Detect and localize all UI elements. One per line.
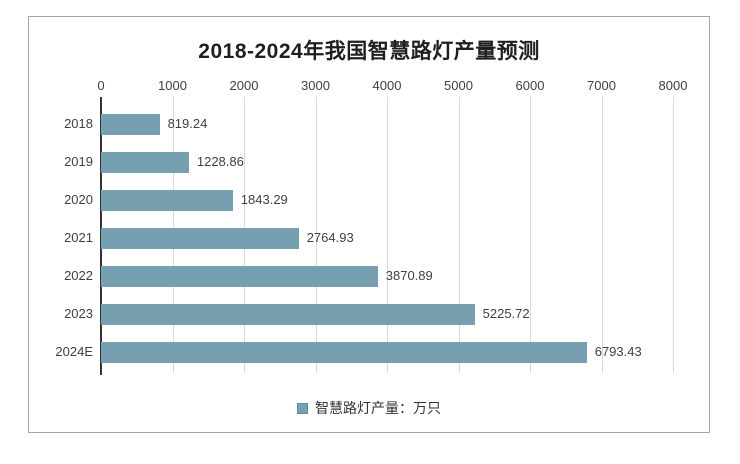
y-axis-category-label: 2023 (64, 306, 93, 321)
y-axis-category-label: 2022 (64, 268, 93, 283)
legend: 智慧路灯产量：万只 (29, 398, 709, 418)
bar-value-label: 5225.72 (482, 306, 530, 321)
grid-line (458, 97, 460, 373)
bar-2024E (101, 341, 587, 363)
bar-value-label: 1228.86 (196, 154, 244, 169)
grid-line (387, 97, 388, 373)
grid-line (601, 97, 603, 373)
chart-title: 2018-2024年我国智慧路灯产量预测 (198, 40, 540, 63)
bar-value-label: 3870.89 (385, 268, 433, 283)
legend-label: 智慧路灯产量：万只 (315, 400, 441, 416)
bar-2019 (101, 151, 189, 173)
bar-value-label: 2764.93 (306, 230, 354, 245)
grid-line (673, 97, 674, 373)
bar-value-label: 1843.29 (240, 192, 288, 207)
bar-value-label: 6793.43 (594, 344, 642, 359)
y-axis-category-label: 2021 (64, 230, 93, 245)
plot-area: 0 1000 2000 3000 4000 5000 6000 7000 8000 2018 819… (29, 17, 709, 432)
x-axis-tick-label: 8000 (658, 78, 688, 93)
y-axis-category-label: 2018 (64, 116, 93, 131)
x-axis-tick-label: 0 (97, 78, 105, 93)
bar-2021 (101, 227, 299, 249)
bar-2018 (101, 113, 160, 135)
bar-2023 (101, 303, 475, 325)
bar-2020 (101, 189, 233, 211)
y-axis-category-label: 2020 (64, 192, 93, 207)
x-axis-tick-label: 3000 (301, 78, 330, 93)
x-axis-tick-label: 5000 (444, 78, 473, 93)
x-axis-tick-label: 6000 (515, 78, 545, 93)
bar-2022 (101, 265, 378, 287)
x-axis-tick-label: 1000 (158, 78, 187, 93)
bar-value-label: 819.24 (167, 116, 208, 131)
x-axis-tick-label: 7000 (587, 78, 616, 93)
y-axis-category-label: 2019 (64, 154, 93, 169)
x-axis-tick-label: 4000 (372, 78, 402, 93)
grid-line (530, 97, 531, 373)
y-axis-category-label: 2024E (55, 344, 93, 359)
grid-line (315, 97, 317, 373)
chart-frame: 2018-2024年我国智慧路灯产量预测 0 1000 2000 3000 4000 50… (28, 16, 710, 433)
x-axis-tick-label: 2000 (229, 78, 259, 93)
legend-square-icon (297, 402, 308, 414)
